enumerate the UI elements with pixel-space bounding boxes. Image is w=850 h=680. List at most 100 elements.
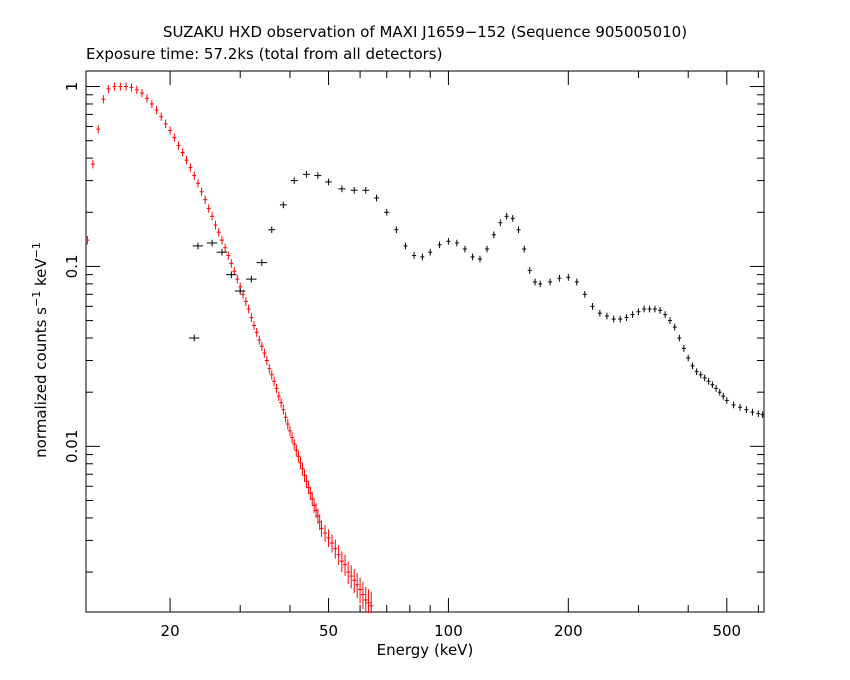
data-point (287, 425, 292, 437)
chart-title: SUZAKU HXD observation of MAXI J1659−152… (163, 23, 687, 41)
data-point (294, 444, 299, 457)
data-point (139, 88, 144, 98)
data-point (355, 573, 360, 599)
y-tick-label: 0.01 (63, 430, 81, 463)
data-point (485, 245, 490, 253)
data-point (90, 160, 95, 169)
data-point (744, 406, 749, 414)
data-point (349, 565, 354, 589)
data-point (134, 85, 139, 94)
data-point (750, 408, 755, 416)
data-point (373, 194, 380, 202)
data-point (677, 334, 682, 342)
data-point (176, 141, 181, 150)
data-point (604, 312, 609, 320)
data-point (112, 82, 117, 91)
data-point (582, 290, 587, 298)
data-point (234, 287, 246, 295)
data-point (290, 177, 298, 184)
data-point (548, 278, 553, 286)
data-point (274, 383, 279, 394)
data-point (314, 172, 322, 179)
y-tick-labels: 1 0.1 0.01 (63, 82, 81, 463)
data-point (326, 529, 331, 547)
data-point (149, 99, 154, 109)
data-point (249, 313, 254, 323)
data-point (369, 591, 374, 613)
data-point (216, 248, 228, 256)
data-point (446, 237, 451, 245)
data-point (363, 586, 368, 613)
data-point (96, 125, 101, 134)
data-point (538, 280, 543, 288)
data-point (333, 539, 338, 559)
data-point (681, 345, 686, 352)
data-point (527, 267, 532, 274)
data-point (566, 274, 571, 281)
data-point (296, 450, 301, 463)
series-1 (188, 171, 765, 419)
data-point (300, 462, 305, 475)
data-point (306, 481, 311, 495)
data-point (246, 304, 251, 314)
data-point (206, 204, 211, 213)
data-point (298, 457, 303, 469)
data-point (477, 255, 482, 263)
data-point (243, 297, 248, 306)
data-point (272, 376, 277, 387)
data-point (343, 554, 348, 576)
data-point (292, 438, 297, 450)
data-point (618, 315, 623, 323)
data-point (731, 401, 736, 409)
data-point (366, 589, 371, 613)
data-point (256, 259, 267, 267)
data-point (319, 520, 324, 537)
data-point (219, 235, 224, 245)
data-point (738, 403, 743, 411)
data-point (188, 163, 193, 172)
data-point (574, 278, 579, 286)
data-point (756, 410, 761, 418)
data-point (510, 215, 515, 222)
data-point (350, 186, 358, 194)
data-point (522, 245, 527, 253)
data-point (698, 371, 703, 379)
data-point (642, 305, 647, 313)
data-point (557, 274, 562, 282)
x-tick-label: 500 (712, 622, 741, 640)
data-point (360, 581, 365, 610)
data-point (302, 171, 310, 178)
data-point (329, 534, 334, 553)
data-point (611, 315, 616, 323)
data-point (195, 179, 200, 188)
data-point (325, 178, 332, 186)
data-point (216, 228, 221, 237)
data-point (504, 212, 509, 220)
data-point (192, 242, 204, 250)
data-point (302, 469, 307, 482)
x-tick-label: 50 (319, 622, 338, 640)
data-point (721, 392, 726, 400)
data-point (229, 259, 234, 268)
data-point (268, 226, 276, 234)
data-point (285, 418, 290, 430)
data-point (323, 524, 328, 542)
data-point (710, 381, 715, 389)
data-point (339, 551, 344, 573)
data-point (702, 374, 707, 382)
data-point (647, 305, 652, 313)
axis-ticks (86, 71, 764, 612)
data-point (257, 335, 262, 345)
data-point (101, 95, 106, 104)
series-0 (85, 82, 374, 613)
x-tick-label: 20 (161, 622, 180, 640)
data-point (199, 187, 204, 197)
data-point (144, 94, 149, 103)
data-point (184, 156, 189, 165)
data-point (118, 82, 123, 91)
data-point (254, 328, 259, 337)
data-point (358, 577, 363, 604)
data-point (394, 226, 399, 234)
y-tick-label: 0.1 (63, 254, 81, 278)
data-point (690, 362, 695, 370)
